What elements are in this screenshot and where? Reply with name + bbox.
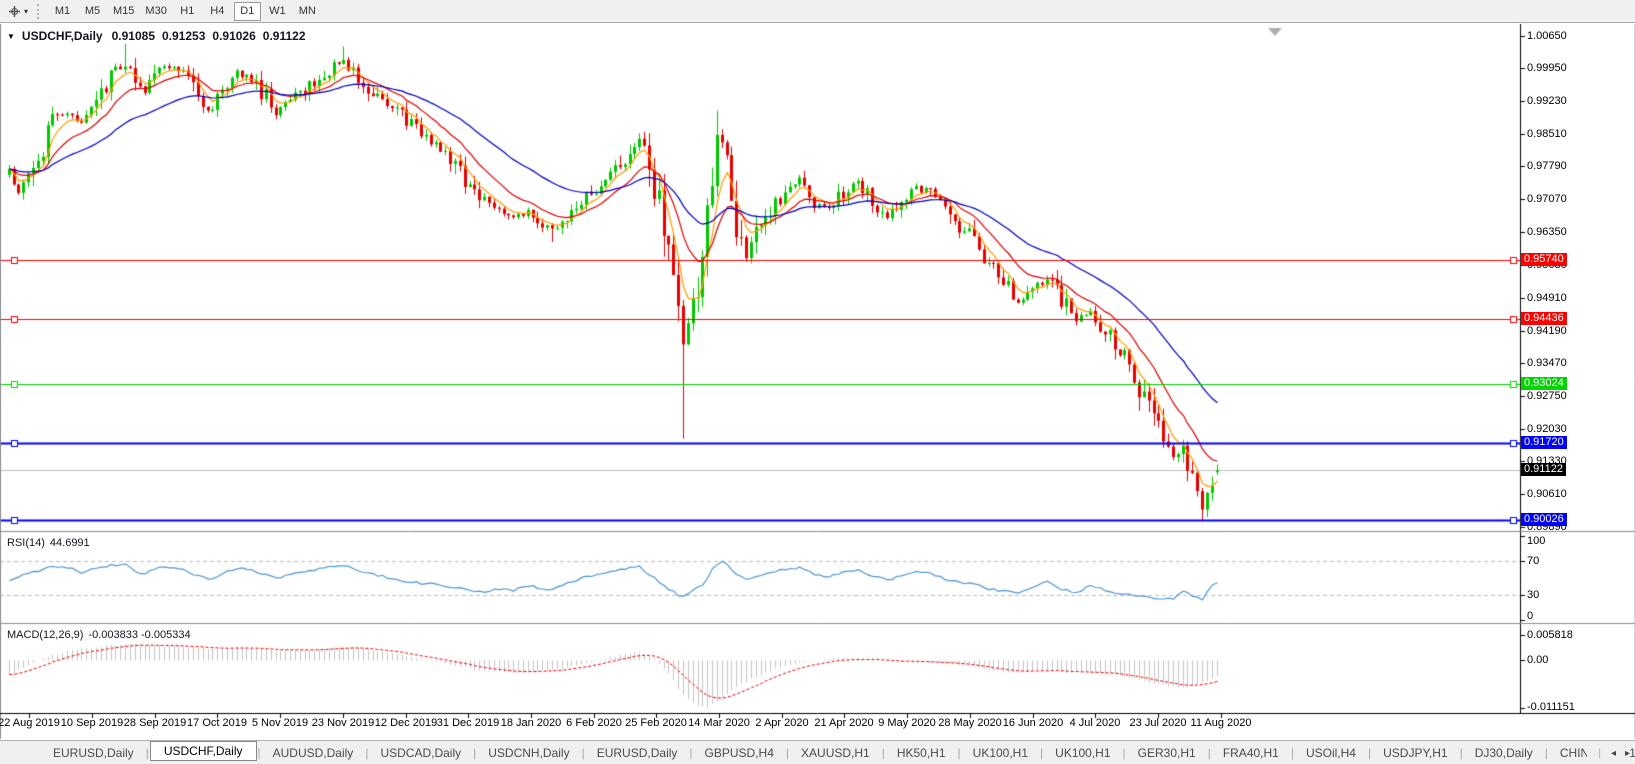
chart-tab-bar: EURUSD,Daily | USDCHF,Daily | AUDUSD,Daily | U… [0,740,1635,764]
tab-separator: | [257,745,261,760]
chart-tab-usdcad-daily[interactable]: USDCAD,Daily [380,745,462,760]
toolbar-grip[interactable] [37,3,41,19]
tab-separator: | [785,745,790,760]
tab-scroll-right-icon[interactable]: ▸ [1624,747,1630,759]
tab-separator: | [881,745,885,760]
chart-tab-usdchf-daily[interactable]: USDCHF,Daily [149,740,257,761]
macd-indicator-label: MACD(12,26,9) -0.003833 -0.005334 [7,629,196,641]
chart-tab-fra40-h1[interactable]: FRA40,H1 [1222,745,1279,760]
ohlc-high: 0.91253 [162,29,206,43]
ohlc-close: 0.91122 [262,29,306,43]
tab-separator: | [1207,745,1211,760]
chart-title: ▼ USDCHF,Daily 0.91085 0.91253 0.91026 0… [7,29,306,43]
tab-separator: | [1459,745,1463,760]
chart-tab-ger30-h1[interactable]: GER30,H1 [1137,745,1196,760]
timeframe-d1-button[interactable]: D1 [233,1,261,21]
rsi-name: RSI(14) [7,537,45,549]
timeframe-m5-button[interactable]: M5 [84,4,101,17]
rsi-value: 44.6991 [49,537,90,549]
chart-tab-usoil-h4[interactable]: USOil,H4 [1305,745,1356,760]
timeframe-w1-button[interactable]: W1 [269,4,286,17]
chart-tab-eurusd-daily[interactable]: EURUSD,Daily [53,745,134,760]
tab-scroll-left-icon[interactable]: ◂ [1610,747,1616,759]
timeframe-m15-button[interactable]: M15 [113,4,135,17]
chart-tab-xauusd-h1[interactable]: XAUUSD,H1 [801,745,870,760]
tab-separator: | [1544,745,1548,760]
tab-separator: | [1290,745,1294,760]
ohlc-open: 0.91085 [111,29,155,43]
crosshair-tool-button[interactable]: ▾ [4,2,31,21]
timeframe-mn-button[interactable]: MN [298,4,316,17]
tab-separator: | [957,745,961,760]
tab-separator: | [689,745,693,760]
chart-tab-uk100-h1[interactable]: UK100,H1 [972,745,1029,760]
tab-separator: | [1122,745,1126,760]
rsi-indicator-label: RSI(14) 44.6991 [7,537,95,549]
chevron-down-icon: ▾ [24,6,29,16]
chart-tab-eurusd-daily[interactable]: EURUSD,Daily [596,745,678,760]
timeframe-toolbar: ▾ M1 M5 M15 M30 H1 H4 D1 W1 MN [0,0,1635,23]
timeframe-h1-button[interactable]: H1 [180,4,195,17]
tab-separator: | [1040,745,1044,760]
chart-tab-uk100-h1[interactable]: UK100,H1 [1055,745,1111,760]
timeframe-buttons: M1 M5 M15 M30 H1 H4 D1 W1 MN [49,1,321,21]
chart-tab-hk50-h1[interactable]: HK50,H1 [896,745,946,760]
timeframe-m30-button[interactable]: M30 [145,4,167,17]
timeframe-m1-button[interactable]: M1 [54,4,71,17]
chart-tab-usdjpy-h1[interactable]: USDJPY,H1 [1383,745,1448,760]
chart-tab-audusd-daily[interactable]: AUDUSD,Daily [272,745,354,760]
tab-separator: | [365,745,369,760]
tab-scroll-arrows: | ◂ ▸ [1587,741,1630,764]
tab-separator: | [1598,747,1601,759]
tab-separator: | [473,745,477,760]
timeframe-h4-button[interactable]: H4 [210,4,225,17]
chart-symbol: USDCHF,Daily [21,29,103,43]
ohlc-low: 0.91026 [212,29,256,43]
macd-name: MACD(12,26,9) [7,629,84,641]
triangle-down-icon[interactable]: ▼ [7,31,15,41]
chart-tab-dj30-daily[interactable]: DJ30,Daily [1474,745,1533,760]
chart-tab-usdcnh-daily[interactable]: USDCNH,Daily [488,745,570,760]
crosshair-icon [9,5,20,17]
tab-separator: | [581,745,585,760]
tab-separator: | [145,745,149,760]
chart-tab-gbpusd-h4[interactable]: GBPUSD,H4 [704,745,774,760]
macd-values: -0.003833 -0.005334 [88,629,191,641]
tab-separator: | [1367,745,1372,760]
